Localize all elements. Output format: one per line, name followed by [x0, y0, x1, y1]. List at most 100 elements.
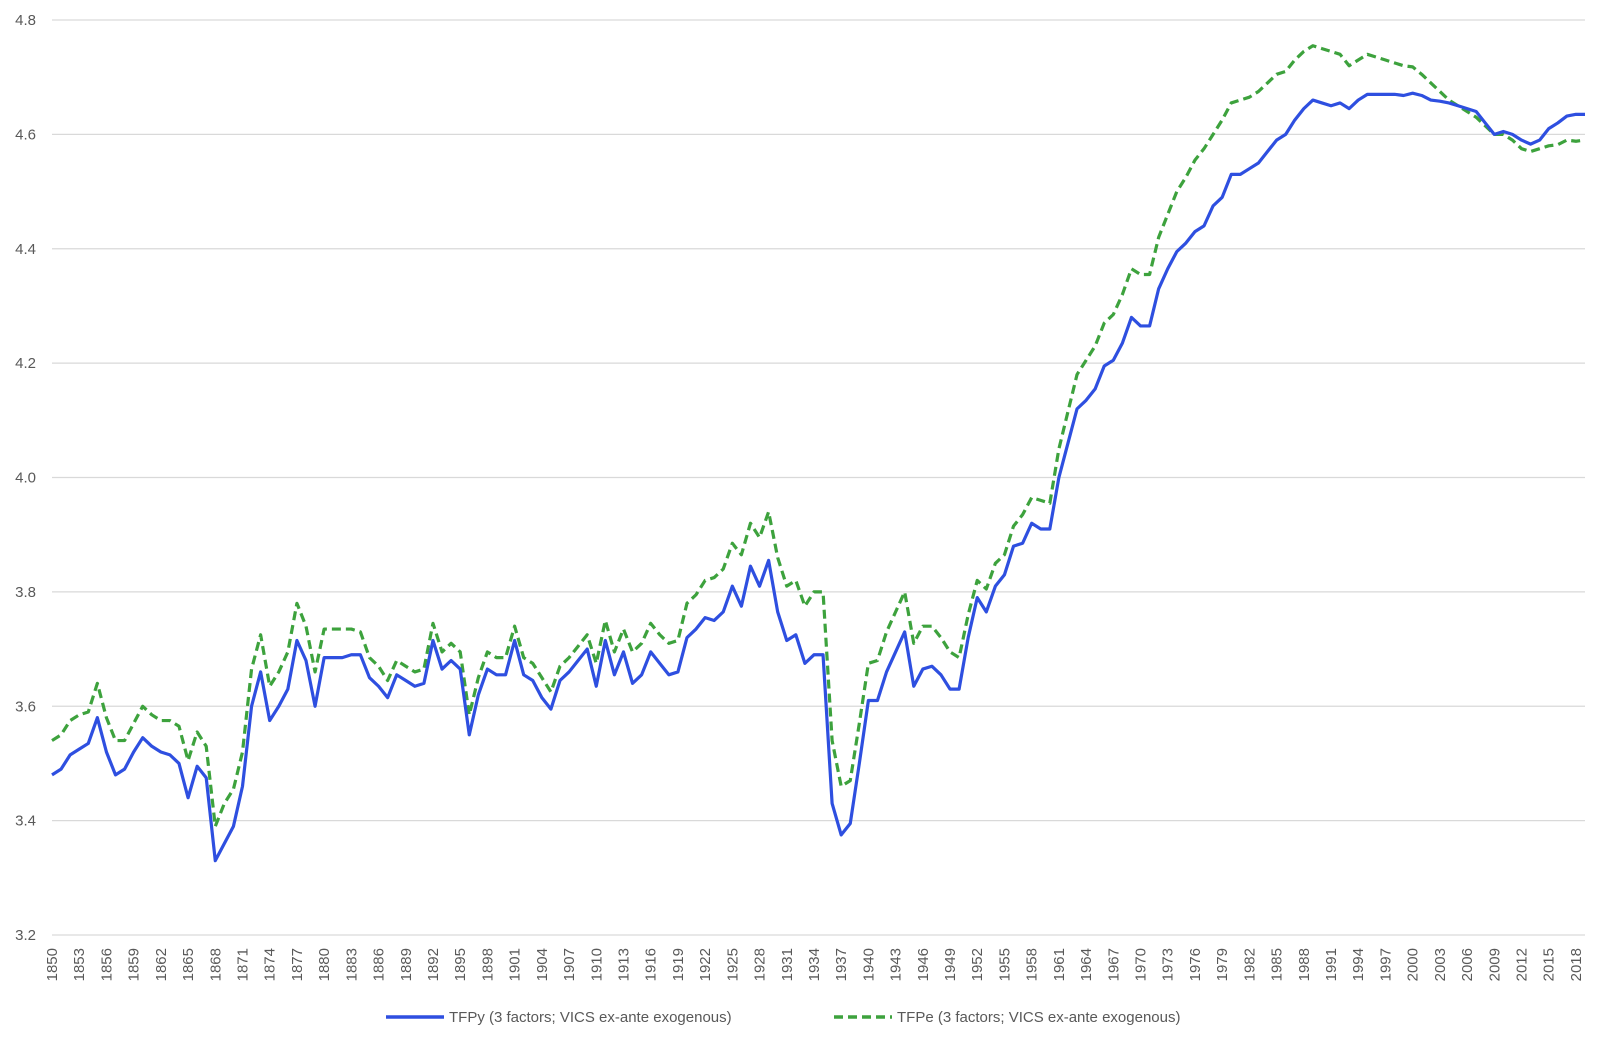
- x-tick: 1949: [942, 948, 959, 981]
- x-tick: 1916: [643, 948, 660, 981]
- y-axis: 3.2 3.4 3.6 3.8 4.0 4.2 4.4 4.6 4.8: [15, 12, 36, 944]
- x-tick: 1964: [1078, 948, 1095, 981]
- x-tick: 1967: [1105, 948, 1122, 981]
- x-tick-label: 1943: [888, 948, 905, 981]
- x-tick: 1892: [425, 948, 442, 981]
- x-tick-label: 1988: [1296, 948, 1313, 981]
- x-tick: 1880: [316, 948, 333, 981]
- gridlines: [52, 19, 1585, 936]
- x-tick-label: 1880: [316, 948, 333, 981]
- x-tick-label: 2000: [1405, 948, 1422, 981]
- x-tick-label: 1859: [126, 948, 143, 981]
- y-tick-label: 4.2: [15, 355, 36, 372]
- x-tick-label: 1976: [1187, 948, 1204, 981]
- x-tick-label: 1970: [1133, 948, 1150, 981]
- x-tick-label: 1961: [1051, 948, 1068, 981]
- x-tick: 1952: [969, 948, 986, 981]
- y-tick-label: 4.4: [15, 241, 36, 258]
- x-tick-label: 1973: [1160, 948, 1177, 981]
- x-tick: 1904: [534, 948, 551, 981]
- x-tick: 1931: [779, 948, 796, 981]
- x-tick-label: 1955: [996, 948, 1013, 981]
- x-tick-label: 1991: [1323, 948, 1340, 981]
- x-tick: 2003: [1432, 948, 1449, 981]
- x-tick: 1859: [126, 948, 143, 981]
- x-tick: 1889: [398, 948, 415, 981]
- legend-label-tfpe: TFPe (3 factors; VICS ex-ante exogenous): [897, 1009, 1180, 1026]
- x-tick: 1862: [153, 948, 170, 981]
- y-tick-label: 4.8: [15, 12, 36, 29]
- y-tick-label: 3.4: [15, 813, 36, 830]
- x-tick-label: 1949: [942, 948, 959, 981]
- x-tick-label: 1892: [425, 948, 442, 981]
- x-tick: 1886: [371, 948, 388, 981]
- x-tick-label: 1907: [561, 948, 578, 981]
- x-tick: 1973: [1160, 948, 1177, 981]
- x-tick: 1982: [1241, 948, 1258, 981]
- x-tick-label: 1946: [915, 948, 932, 981]
- x-tick-label: 1865: [180, 948, 197, 981]
- legend: TFPy (3 factors; VICS ex-ante exogenous)…: [386, 1009, 1180, 1026]
- x-tick-label: 2012: [1514, 948, 1531, 981]
- x-tick: 1979: [1214, 948, 1231, 981]
- y-tick-label: 4.6: [15, 126, 36, 143]
- x-tick-label: 1940: [860, 948, 877, 981]
- x-tick-label: 2003: [1432, 948, 1449, 981]
- x-tick: 1853: [71, 948, 88, 981]
- x-tick: 1919: [670, 948, 687, 981]
- x-tick: 2018: [1568, 948, 1585, 981]
- legend-label-tfpy: TFPy (3 factors; VICS ex-ante exogenous): [449, 1009, 732, 1026]
- x-tick-label: 1904: [534, 948, 551, 981]
- x-tick: 1991: [1323, 948, 1340, 981]
- x-tick: 1877: [289, 948, 306, 981]
- x-tick: 1874: [262, 948, 279, 981]
- x-tick-label: 2018: [1568, 948, 1585, 981]
- x-tick-label: 1931: [779, 948, 796, 981]
- x-tick-label: 1889: [398, 948, 415, 981]
- x-tick-label: 1967: [1105, 948, 1122, 981]
- x-tick: 1868: [207, 948, 224, 981]
- x-tick: 2009: [1486, 948, 1503, 981]
- x-tick: 1958: [1024, 948, 1041, 981]
- x-tick: 2015: [1541, 948, 1558, 981]
- x-tick: 1994: [1350, 948, 1367, 981]
- x-tick: 1883: [343, 948, 360, 981]
- x-tick: 1937: [833, 948, 850, 981]
- x-tick-label: 1934: [806, 948, 823, 981]
- x-tick: 1898: [479, 948, 496, 981]
- x-tick: 2006: [1459, 948, 1476, 981]
- x-tick: 1928: [752, 948, 769, 981]
- x-tick: 1895: [452, 948, 469, 981]
- x-tick-label: 1994: [1350, 948, 1367, 981]
- x-tick-label: 1925: [724, 948, 741, 981]
- y-tick-label: 4.0: [15, 470, 36, 487]
- x-tick: 1934: [806, 948, 823, 981]
- x-tick: 2000: [1405, 948, 1422, 981]
- x-tick: 1865: [180, 948, 197, 981]
- x-tick-label: 1901: [507, 948, 524, 981]
- x-tick: 2012: [1514, 948, 1531, 981]
- x-tick: 1913: [615, 948, 632, 981]
- x-tick: 1955: [996, 948, 1013, 981]
- x-tick-label: 1853: [71, 948, 88, 981]
- x-tick: 1997: [1377, 948, 1394, 981]
- x-tick-label: 1886: [371, 948, 388, 981]
- x-tick-label: 2009: [1486, 948, 1503, 981]
- x-tick: 1925: [724, 948, 741, 981]
- x-tick: 1946: [915, 948, 932, 981]
- x-tick-label: 1919: [670, 948, 687, 981]
- x-tick-label: 1868: [207, 948, 224, 981]
- x-tick: 1976: [1187, 948, 1204, 981]
- x-tick-label: 1997: [1377, 948, 1394, 981]
- x-tick-label: 1916: [643, 948, 660, 981]
- x-tick: 1907: [561, 948, 578, 981]
- x-axis: 1850 1853 1856 1859 1862 1865 1868 1871 1874 1877…: [44, 948, 1585, 981]
- series-line-tfpy: [51, 91, 1585, 863]
- y-tick-label: 3.6: [15, 698, 36, 715]
- x-tick-label: 1850: [44, 948, 61, 981]
- x-tick: 1910: [588, 948, 605, 981]
- x-tick-label: 1877: [289, 948, 306, 981]
- x-tick-label: 1862: [153, 948, 170, 981]
- x-tick: 1922: [697, 948, 714, 981]
- x-tick: 1850: [44, 948, 61, 981]
